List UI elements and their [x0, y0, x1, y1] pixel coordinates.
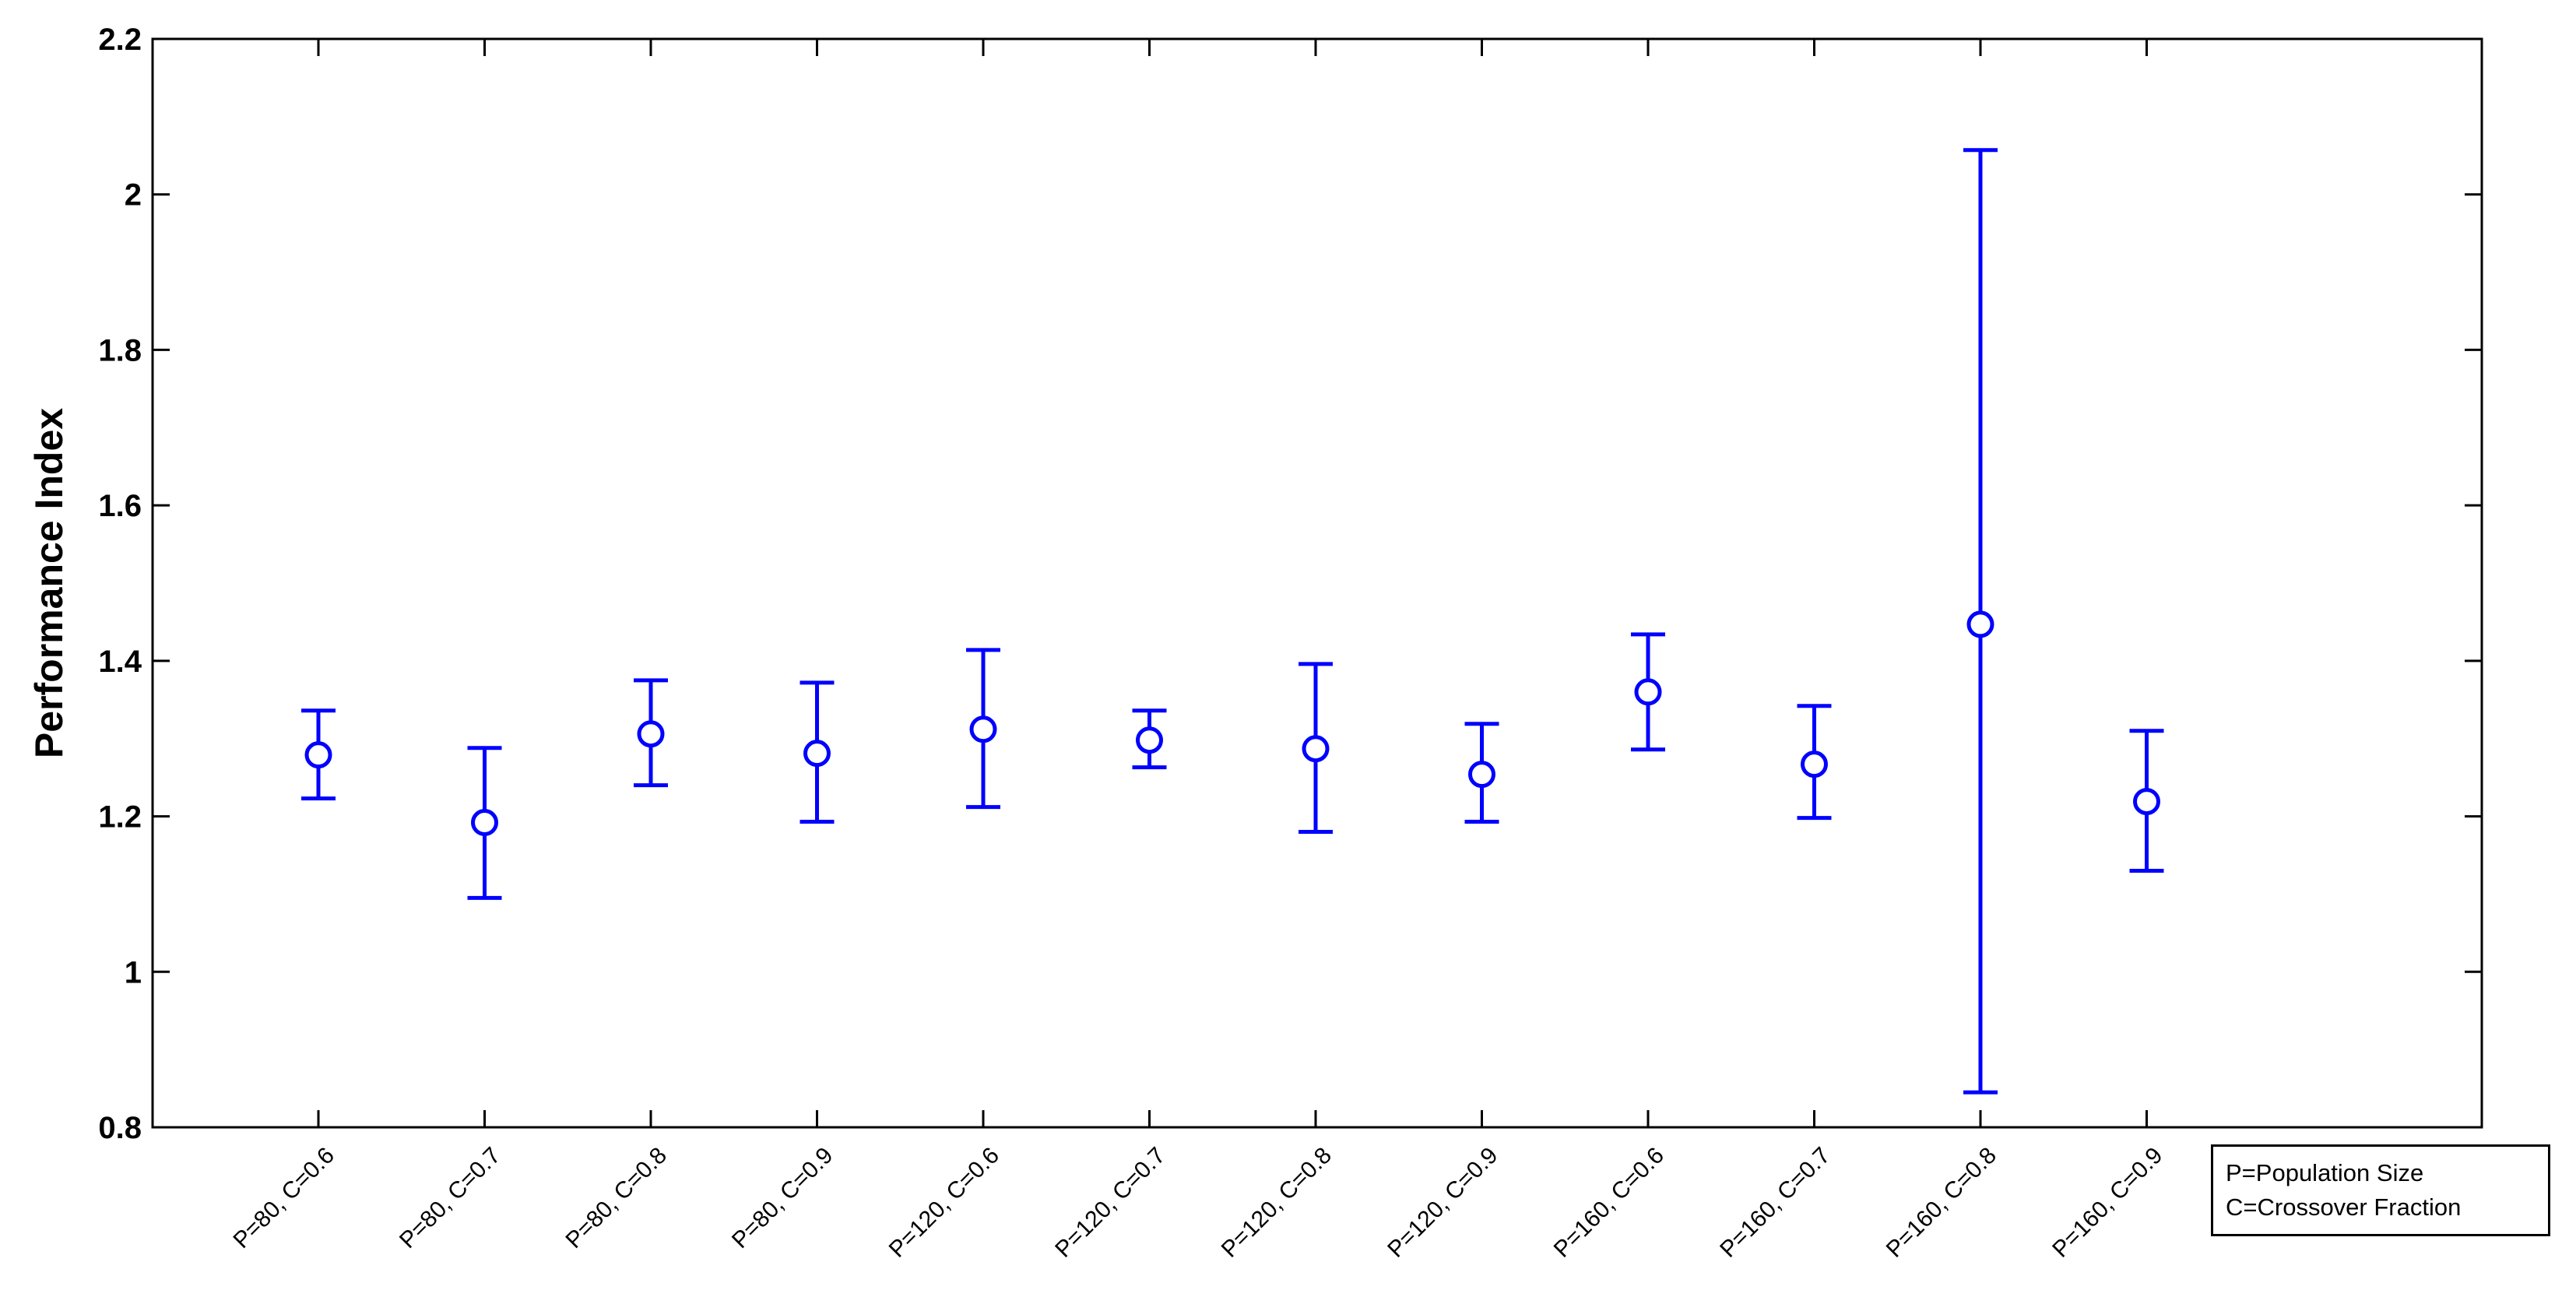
data-point [1634, 678, 1662, 706]
data-point [637, 720, 665, 748]
y-axis: 0.8 1 1.2 1.4 1.6 1.8 2 2.2 [98, 23, 2482, 1145]
data-point [1966, 610, 1994, 638]
x-tick-label: P=80, C=0.9 [727, 1143, 838, 1253]
y-tick-label: 1.2 [98, 800, 142, 835]
x-tick-label: P=120, C=0.9 [1383, 1143, 1502, 1263]
series-performance [301, 148, 2164, 1095]
legend-line-population: P=Population Size [2226, 1159, 2424, 1186]
y-tick-label: 2.2 [98, 23, 142, 57]
x-tick-label: P=160, C=0.8 [1882, 1143, 2001, 1263]
x-tick-label: P=80, C=0.8 [561, 1143, 671, 1253]
x-tick-label: P=80, C=0.7 [395, 1143, 505, 1253]
x-tick-label: P=120, C=0.7 [1050, 1143, 1170, 1263]
y-tick-label: 1.4 [98, 645, 142, 679]
y-tick-label: 1.6 [98, 489, 142, 523]
data-point [304, 741, 332, 769]
x-tick-label: P=160, C=0.7 [1715, 1143, 1835, 1263]
y-tick-label: 1.8 [98, 333, 142, 367]
x-tick-label: P=160, C=0.6 [1549, 1143, 1669, 1263]
data-point [471, 809, 498, 837]
data-point [1302, 735, 1330, 763]
data-point [1136, 726, 1163, 754]
legend-line-crossover: C=Crossover Fraction [2226, 1193, 2462, 1221]
data-point [1801, 750, 1828, 779]
x-tick-label: P=120, C=0.6 [884, 1143, 1004, 1263]
data-point [2133, 788, 2160, 816]
y-axis-label: Performance Index [27, 408, 71, 758]
data-point [1468, 761, 1495, 789]
plot-area [151, 37, 2483, 1129]
y-tick-label: 0.8 [98, 1111, 142, 1145]
data-point [969, 715, 997, 743]
y-tick-label: 1 [125, 955, 142, 989]
x-tick-label: P=80, C=0.6 [228, 1143, 339, 1253]
legend: P=Population Size C=Crossover Fraction [2211, 1144, 2550, 1236]
x-tick-label: P=160, C=0.9 [2047, 1143, 2167, 1263]
y-tick-label: 2 [125, 178, 142, 213]
x-tick-label: P=120, C=0.8 [1217, 1143, 1337, 1263]
data-point [803, 740, 831, 768]
